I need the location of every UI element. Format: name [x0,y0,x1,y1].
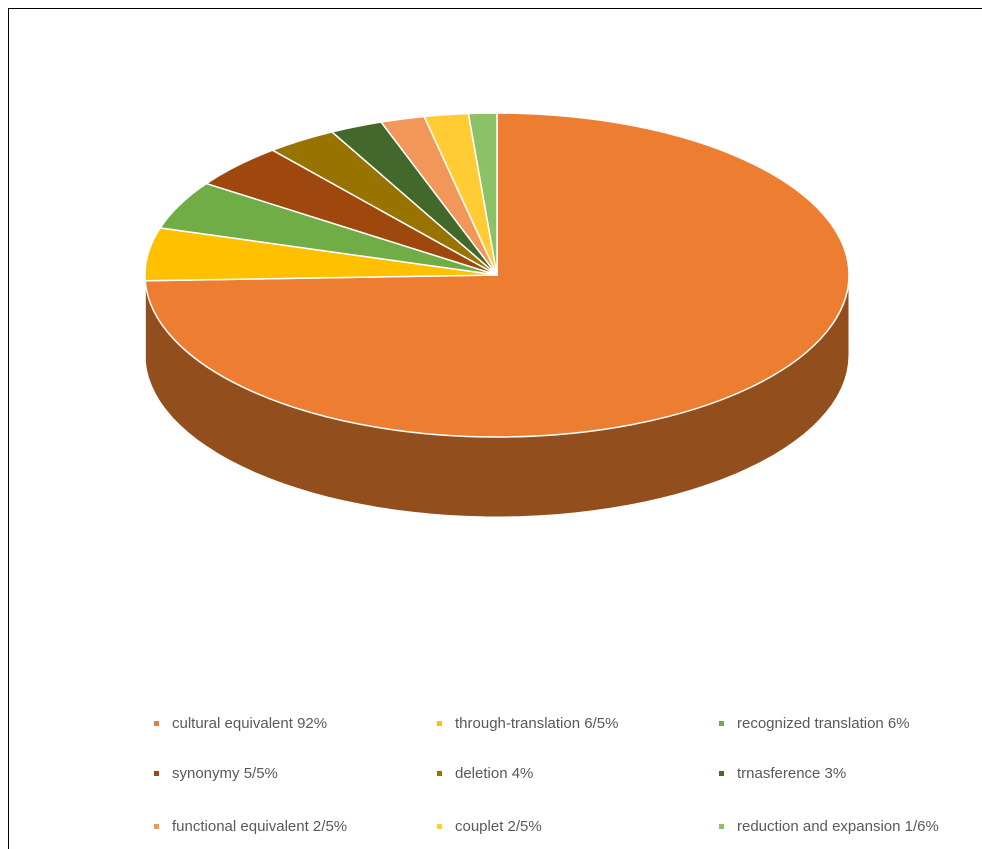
legend-swatch [437,771,442,776]
legend-label: deletion 4% [455,765,533,782]
legend-label: reduction and expansion 1/6% [737,818,939,835]
legend-swatch [719,771,724,776]
legend-label: functional equivalent 2/5% [172,818,347,835]
legend-swatch [154,771,159,776]
legend-swatch [154,721,159,726]
legend-swatch [719,721,724,726]
legend-swatch [154,824,159,829]
legend-swatch [719,824,724,829]
legend-label: recognized translation 6% [737,715,910,732]
legend-label: couplet 2/5% [455,818,542,835]
legend-label: trnasference 3% [737,765,846,782]
pie-slice [467,112,498,276]
legend-label: through-translation 6/5% [455,715,618,732]
legend-swatch [437,824,442,829]
legend-label: cultural equivalent 92% [172,715,327,732]
legend-label: synonymy 5/5% [172,765,278,782]
legend-swatch [437,721,442,726]
